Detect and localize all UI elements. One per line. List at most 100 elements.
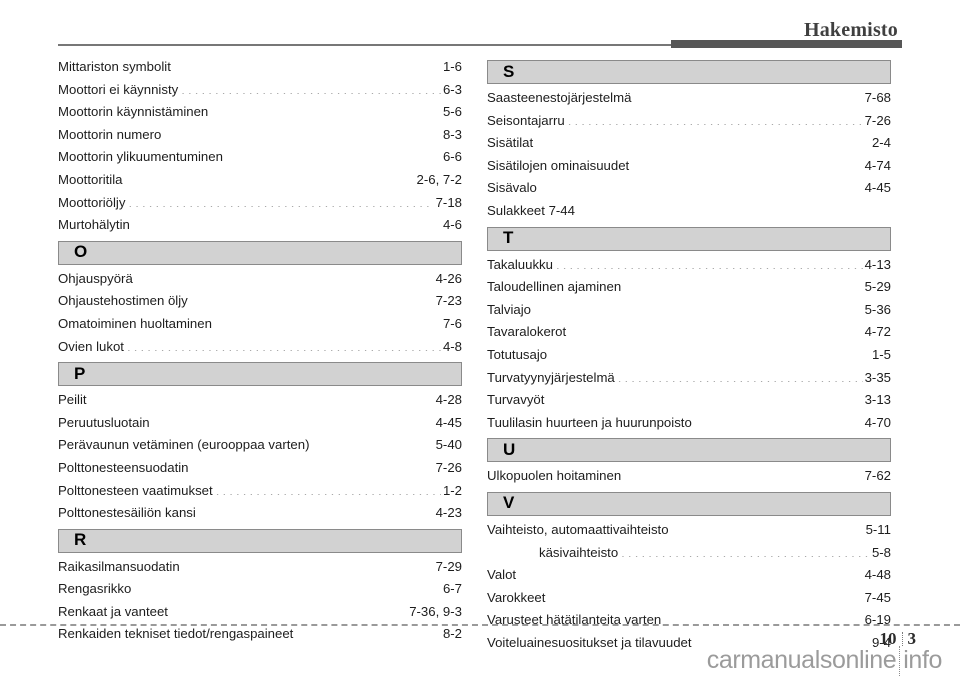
letter-section-label: P bbox=[74, 363, 86, 383]
index-entry-page-ref: 2-4 bbox=[871, 135, 891, 151]
index-entry-term: Raikasilmansuodatin bbox=[58, 558, 180, 574]
index-entry[interactable]: Turvavyöt...............................… bbox=[487, 389, 891, 412]
index-entry-page-ref: 7-23 bbox=[435, 293, 462, 309]
index-entry[interactable]: Moottorin numero........................… bbox=[58, 124, 462, 147]
index-entry-term: Totutusajo bbox=[487, 346, 548, 362]
index-column-right: S Saasteenestojärjestelmä................… bbox=[487, 56, 891, 654]
index-entry-page-ref: 9-4 bbox=[871, 634, 891, 650]
letter-section-label: V bbox=[503, 493, 515, 513]
index-entry-term: Omatoiminen huoltaminen bbox=[58, 315, 212, 331]
index-entry-page-ref: 4-13 bbox=[864, 256, 891, 272]
index-entry-page-ref: 5-40 bbox=[435, 437, 462, 453]
index-entry[interactable]: Tavaralokerot...........................… bbox=[487, 321, 891, 344]
watermark-text-left: carmanualsonline bbox=[706, 646, 897, 674]
index-entry[interactable]: Polttonesteen vaatimukset...............… bbox=[58, 480, 462, 503]
index-entry[interactable]: Perävaunun vetäminen (eurooppaa varten).… bbox=[58, 434, 462, 457]
index-entry[interactable]: Moottoritila............................… bbox=[58, 169, 462, 192]
index-entry-term: Polttonestesäiliön kansi bbox=[58, 505, 196, 521]
index-entry[interactable]: Turvatyynyjärjestelmä...................… bbox=[487, 367, 891, 390]
index-entry-term: käsivaihteisto bbox=[539, 544, 619, 560]
index-entry-term: Polttonesteen vaatimukset bbox=[58, 482, 213, 498]
index-entry-term: Seisontajarru bbox=[487, 112, 565, 128]
index-entry-term: Ohjaustehostimen öljy bbox=[58, 293, 188, 309]
index-entry-page-ref: 8-3 bbox=[442, 126, 462, 142]
index-entry-term: Ohjauspyörä bbox=[58, 270, 133, 286]
index-entry-dot-leader: ........................................… bbox=[547, 393, 862, 405]
index-entry[interactable]: Taloudellinen ajaminen..................… bbox=[487, 276, 891, 299]
index-entry[interactable]: Peruutusluotain.........................… bbox=[58, 412, 462, 435]
index-entry[interactable]: Ohjauspyörä.............................… bbox=[58, 268, 462, 291]
index-entry[interactable]: Ovien lukot.............................… bbox=[58, 336, 462, 359]
index-entry[interactable]: Moottoriöljy............................… bbox=[58, 192, 462, 215]
index-entry-page-ref: 7-36, 9-3 bbox=[409, 603, 462, 619]
index-entry-term: Mittariston symbolit bbox=[58, 59, 171, 74]
index-entry[interactable]: Saasteenestojärjestelmä.................… bbox=[487, 87, 891, 110]
index-entry-dot-leader: ........................................… bbox=[173, 60, 441, 71]
index-entry-page-ref: 6-7 bbox=[442, 581, 462, 597]
index-entry-dot-leader: ........................................… bbox=[152, 416, 434, 427]
index-column-left: Mittariston symbolit....................… bbox=[58, 56, 462, 646]
index-entry-dot-leader: ........................................… bbox=[539, 182, 863, 193]
index-entry-term: Renkaiden tekniset tiedot/rengaspaineet bbox=[58, 626, 294, 642]
index-entry[interactable]: Seisontajarru...........................… bbox=[487, 110, 891, 133]
letter-section-label: R bbox=[74, 530, 87, 550]
index-entry[interactable]: Renkaat ja vanteet......................… bbox=[58, 601, 462, 624]
index-entry-dot-leader: ........................................… bbox=[533, 303, 863, 314]
index-entry[interactable]: Moottorin käynnistäminen................… bbox=[58, 101, 462, 124]
index-entry-dot-leader: ........................................… bbox=[632, 159, 863, 170]
index-entry[interactable]: Moottorin ylikuumentuminen..............… bbox=[58, 146, 462, 169]
index-entry[interactable]: Sisävalo................................… bbox=[487, 177, 891, 200]
index-entry-term: Sisävalo bbox=[487, 180, 537, 196]
index-entry[interactable]: Rengasrikko.............................… bbox=[58, 578, 462, 601]
index-entry[interactable]: Mittariston symbolit....................… bbox=[58, 56, 462, 79]
index-entry-term: Moottorin numero bbox=[58, 126, 162, 142]
index-entry-page-ref: 7-6 bbox=[442, 315, 462, 331]
index-entry-page-ref: 1-6 bbox=[442, 59, 462, 74]
index-entry-dot-leader: ........................................… bbox=[548, 591, 862, 602]
index-entry[interactable]: Sisätilat...............................… bbox=[487, 132, 891, 155]
letter-section-header-o: O bbox=[58, 240, 462, 265]
index-entry-term: Voiteluainesuositukset ja tilavuudet bbox=[487, 634, 692, 650]
index-entry-term: Peruutusluotain bbox=[58, 414, 150, 430]
index-entry-term: Ulkopuolen hoitaminen bbox=[487, 468, 622, 484]
index-entry[interactable]: Takaluukku..............................… bbox=[487, 254, 891, 277]
index-entry[interactable]: Polttonesteensuodatin...................… bbox=[58, 457, 462, 480]
index-entry[interactable]: Omatoiminen huoltaminen.................… bbox=[58, 313, 462, 336]
index-entry[interactable]: Talviajo................................… bbox=[487, 299, 891, 322]
index-entry[interactable]: Sisätilojen ominaisuudet................… bbox=[487, 155, 891, 178]
index-entry-dot-leader: ........................................… bbox=[125, 173, 415, 184]
letter-section-label: O bbox=[74, 242, 88, 262]
folio-divider bbox=[901, 631, 903, 646]
index-entry-page-ref: 6-3 bbox=[442, 81, 462, 97]
index-entry-dot-leader: ........................................… bbox=[132, 218, 441, 230]
index-entry-dot-leader: ........................................… bbox=[211, 106, 441, 117]
index-entry[interactable]: Ulkopuolen hoitaminen...................… bbox=[487, 465, 891, 488]
index-entry-dot-leader: ........................................… bbox=[569, 326, 863, 337]
letter-section-header-p: P bbox=[58, 362, 462, 387]
index-entry[interactable]: käsivaihteisto..........................… bbox=[487, 542, 891, 565]
index-entry[interactable]: Ohjaustehostimen öljy...................… bbox=[58, 290, 462, 313]
letter-section-header-u: U bbox=[487, 438, 891, 463]
index-entry[interactable]: Renkaiden tekniset tiedot/rengaspaineet.… bbox=[58, 623, 462, 646]
index-entry[interactable]: Valot...................................… bbox=[487, 564, 891, 587]
index-entry-page-ref: 1-5 bbox=[871, 346, 891, 362]
index-entry-page-ref: 4-45 bbox=[864, 180, 891, 196]
index-entry-page-ref: 4-8 bbox=[442, 338, 462, 354]
index-entry[interactable]: Peilit..................................… bbox=[58, 389, 462, 412]
index-entry[interactable]: Varokkeet...............................… bbox=[487, 587, 891, 610]
index-entry[interactable]: Totutusajo..............................… bbox=[487, 344, 891, 367]
index-entry[interactable]: Sulakkeet 7-44 bbox=[487, 200, 891, 223]
index-entry[interactable]: Varusteet hätätilanteita varten.........… bbox=[487, 609, 891, 632]
index-entry-dot-leader: ........................................… bbox=[634, 91, 862, 102]
index-entry[interactable]: Raikasilmansuodatin.....................… bbox=[58, 556, 462, 579]
index-entry-term: Taloudellinen ajaminen bbox=[487, 279, 622, 295]
index-entry[interactable]: Vaihteisto, automaattivaihteisto........… bbox=[487, 519, 891, 542]
index-entry[interactable]: Voiteluainesuositukset ja tilavuudet....… bbox=[487, 632, 891, 655]
index-entry[interactable]: Tuulilasin huurteen ja huurunpoisto.....… bbox=[487, 412, 891, 435]
index-entry[interactable]: Polttonestesäiliön kansi................… bbox=[58, 502, 462, 525]
index-entry-dot-leader: ........................................… bbox=[198, 506, 434, 518]
index-entry[interactable]: Murtohälytin............................… bbox=[58, 214, 462, 237]
index-entry[interactable]: Moottori ei käynnisty...................… bbox=[58, 79, 462, 102]
page-footer: 10 3 carmanualsonline info bbox=[0, 604, 960, 677]
index-entry-page-ref: 2-6, 7-2 bbox=[416, 171, 462, 187]
